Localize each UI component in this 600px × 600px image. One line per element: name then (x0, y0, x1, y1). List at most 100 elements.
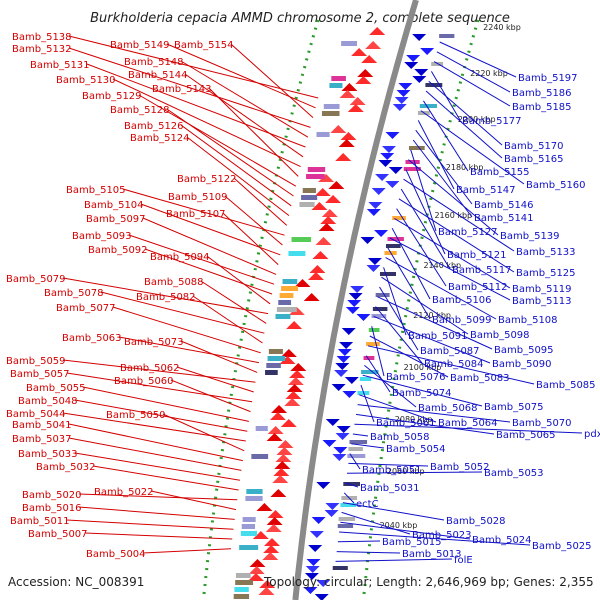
reverse-gene-label[interactable]: Bamb_5133 (516, 247, 576, 258)
forward-gene-label[interactable]: Bamb_5033 (18, 449, 78, 460)
forward-gene-label[interactable]: Bamb_5124 (130, 133, 190, 144)
forward-gene-label[interactable]: Bamb_5020 (22, 490, 82, 501)
forward-gene-label[interactable]: Bamb_5048 (18, 396, 78, 407)
forward-gene-label[interactable]: Bamb_5032 (36, 462, 96, 473)
reverse-gene-label[interactable]: Bamb_5113 (512, 296, 572, 307)
reverse-gene-label[interactable]: Bamb_5095 (494, 345, 554, 356)
forward-gene-label[interactable]: Bamb_5126 (124, 121, 184, 132)
reverse-gene-label[interactable]: Bamb_5087 (420, 346, 480, 357)
reverse-gene-label[interactable]: Bamb_5091 (408, 331, 468, 342)
forward-gene-label[interactable]: Bamb_5073 (124, 337, 184, 348)
reverse-gene-label[interactable]: folE (454, 555, 473, 566)
reverse-gene-label[interactable]: Bamb_5108 (498, 315, 558, 326)
reverse-gene-label[interactable]: Bamb_5028 (446, 516, 506, 527)
reverse-gene-label[interactable]: Bamb_5023 (412, 530, 472, 541)
reverse-gene-label[interactable]: Bamb_5125 (516, 268, 576, 279)
reverse-gene-label[interactable]: Bamb_5068 (418, 403, 478, 414)
reverse-gene-label[interactable]: Bamb_5127 (438, 227, 498, 238)
reverse-gene-label[interactable]: Bamb_5025 (532, 541, 592, 552)
forward-gene-label[interactable]: Bamb_5078 (44, 288, 104, 299)
reverse-gene-label[interactable]: ectC (356, 499, 379, 510)
forward-gene-label[interactable]: Bamb_5057 (10, 369, 70, 380)
forward-gene-label[interactable]: Bamb_5062 (120, 363, 180, 374)
forward-gene-label[interactable]: Bamb_5007 (28, 529, 88, 540)
reverse-gene-label[interactable]: Bamb_5031 (360, 483, 420, 494)
reverse-gene-label[interactable]: Bamb_5121 (447, 250, 507, 261)
reverse-gene-label[interactable]: Bamb_5061 (376, 418, 436, 429)
reverse-gene-label[interactable]: Bamb_5053 (484, 468, 544, 479)
forward-gene-label[interactable]: Bamb_5131 (30, 60, 90, 71)
reverse-gene-label[interactable]: Bamb_5024 (472, 535, 532, 546)
forward-gene-label[interactable]: Bamb_5063 (62, 333, 122, 344)
reverse-gene-label[interactable]: Bamb_5165 (504, 154, 564, 165)
forward-gene-label[interactable]: Bamb_5041 (12, 420, 72, 431)
reverse-gene-label[interactable]: Bamb_5083 (450, 373, 510, 384)
reverse-gene-label[interactable]: Bamb_5090 (492, 359, 552, 370)
forward-gene-label[interactable]: Bamb_5044 (6, 409, 66, 420)
forward-gene-label[interactable]: Bamb_5122 (177, 174, 237, 185)
reverse-gene-label[interactable]: Bamb_5160 (526, 180, 586, 191)
reverse-gene-label[interactable]: Bamb_5185 (512, 102, 572, 113)
reverse-gene-label[interactable]: Bamb_5155 (470, 167, 530, 178)
reverse-gene-label[interactable]: Bamb_5177 (462, 116, 522, 127)
forward-gene-label[interactable]: Bamb_5016 (22, 503, 82, 514)
forward-gene-label[interactable]: Bamb_5004 (86, 549, 146, 560)
reverse-gene-label[interactable]: Bamb_5070 (512, 418, 572, 429)
reverse-gene-label[interactable]: Bamb_5186 (512, 88, 572, 99)
reverse-gene-label[interactable]: Bamb_5112 (448, 282, 508, 293)
reverse-gene-label[interactable]: Bamb_5146 (474, 200, 534, 211)
reverse-gene-label[interactable]: Bamb_5170 (504, 141, 564, 152)
reverse-gene-label[interactable]: Bamb_5052 (430, 462, 490, 473)
forward-gene-label[interactable]: Bamb_5138 (12, 32, 72, 43)
forward-gene-label[interactable]: Bamb_5097 (86, 214, 146, 225)
reverse-gene-label[interactable]: Bamb_5147 (456, 185, 516, 196)
reverse-gene-label[interactable]: Bamb_5139 (500, 231, 560, 242)
forward-gene-label[interactable]: Bamb_5129 (82, 91, 142, 102)
reverse-gene-label[interactable]: Bamb_5065 (496, 430, 556, 441)
forward-gene-label[interactable]: Bamb_5059 (6, 356, 66, 367)
forward-gene-label[interactable]: Bamb_5104 (84, 200, 144, 211)
reverse-gene-label[interactable]: Bamb_5084 (424, 359, 484, 370)
reverse-gene-label[interactable]: Bamb_5058 (370, 432, 430, 443)
forward-gene-label[interactable]: Bamb_5132 (12, 44, 72, 55)
reverse-gene-label[interactable]: Bamb_5119 (512, 284, 572, 295)
forward-gene-label[interactable]: Bamb_5148 (124, 57, 184, 68)
reverse-gene-label[interactable]: pdxA (584, 429, 600, 440)
reverse-gene-label[interactable]: Bamb_5085 (536, 380, 596, 391)
reverse-gene-label[interactable]: Bamb_5075 (484, 402, 544, 413)
forward-gene-label[interactable]: Bamb_5128 (110, 105, 170, 116)
forward-gene-label[interactable]: Bamb_5093 (72, 231, 132, 242)
forward-gene-label[interactable]: Bamb_5060 (114, 376, 174, 387)
reverse-gene-label[interactable]: Bamb_5051 (362, 465, 422, 476)
reverse-gene-label[interactable]: Bamb_5054 (386, 444, 446, 455)
reverse-gene-label[interactable]: Bamb_5117 (452, 265, 512, 276)
forward-gene-label[interactable]: Bamb_5050 (106, 410, 166, 421)
forward-gene-label[interactable]: Bamb_5079 (6, 274, 66, 285)
reverse-gene-label[interactable]: Bamb_5015 (382, 537, 442, 548)
forward-gene-label[interactable]: Bamb_5109 (168, 192, 228, 203)
forward-gene-label[interactable]: Bamb_5154 (174, 40, 234, 51)
forward-gene-label[interactable]: Bamb_5094 (150, 252, 210, 263)
reverse-gene-label[interactable]: Bamb_5064 (438, 418, 498, 429)
forward-gene-label[interactable]: Bamb_5143 (152, 84, 212, 95)
forward-gene-label[interactable]: Bamb_5022 (94, 487, 154, 498)
reverse-gene-label[interactable]: Bamb_5106 (432, 295, 492, 306)
forward-gene-label[interactable]: Bamb_5037 (12, 434, 72, 445)
forward-gene-label[interactable]: Bamb_5088 (144, 277, 204, 288)
forward-gene-label[interactable]: Bamb_5077 (56, 303, 116, 314)
reverse-gene-label[interactable]: Bamb_5099 (432, 315, 492, 326)
reverse-gene-label[interactable]: Bamb_5098 (470, 330, 530, 341)
forward-gene-label[interactable]: Bamb_5105 (66, 185, 126, 196)
forward-gene-label[interactable]: Bamb_5144 (128, 70, 188, 81)
forward-gene-label[interactable]: Bamb_5092 (88, 245, 148, 256)
forward-gene-label[interactable]: Bamb_5130 (56, 75, 116, 86)
forward-gene-label[interactable]: Bamb_5149 (110, 40, 170, 51)
reverse-gene-label[interactable]: Bamb_5074 (392, 388, 452, 399)
reverse-gene-label[interactable]: Bamb_5076 (386, 372, 446, 383)
forward-gene-label[interactable]: Bamb_5107 (166, 209, 226, 220)
reverse-gene-label[interactable]: Bamb_5197 (518, 73, 578, 84)
forward-gene-label[interactable]: Bamb_5055 (26, 383, 86, 394)
forward-gene-label[interactable]: Bamb_5011 (10, 516, 70, 527)
reverse-gene-label[interactable]: Bamb_5141 (474, 213, 534, 224)
reverse-gene-label[interactable]: Bamb_5013 (402, 549, 462, 560)
